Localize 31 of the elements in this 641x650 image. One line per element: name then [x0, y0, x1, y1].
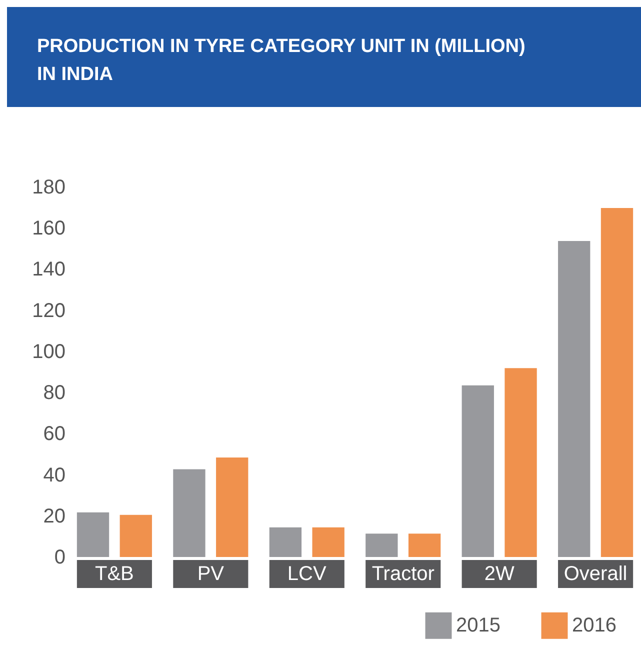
bar — [269, 527, 302, 557]
bar — [504, 368, 537, 557]
bar — [76, 512, 110, 557]
bar — [408, 534, 441, 557]
x-tick-label: T&B — [94, 563, 134, 585]
x-tick-label: 2W — [484, 563, 514, 585]
bar — [462, 385, 494, 557]
x-tick-label: Overall — [564, 563, 628, 585]
y-tick-label: 0 — [54, 546, 66, 568]
x-tick-label: PV — [197, 563, 225, 585]
legend-label: 2015 — [456, 614, 500, 637]
y-tick-label: 100 — [32, 340, 66, 363]
bar — [600, 208, 634, 557]
y-tick-label: 40 — [43, 464, 66, 486]
chart-title: PRODUCTION IN TYRE CATEGORY UNIT IN (MILLION) IN INDIA — [37, 36, 526, 85]
y-tick-label: 140 — [32, 258, 66, 281]
y-tick-label: 180 — [32, 176, 66, 198]
bar — [366, 534, 398, 557]
bar — [120, 514, 152, 557]
x-tick-label: Tractor — [372, 563, 435, 585]
bar — [173, 469, 206, 557]
bar — [558, 241, 590, 557]
x-tick-label: LCV — [287, 563, 328, 585]
y-tick-label: 160 — [32, 218, 66, 240]
y-tick-label: 60 — [43, 423, 66, 446]
y-tick-label: 20 — [43, 505, 66, 528]
y-tick-label: 80 — [43, 382, 66, 404]
bar — [216, 458, 248, 557]
y-tick-label: 120 — [32, 300, 66, 322]
legend-label: 2016 — [572, 614, 616, 637]
bar — [312, 527, 344, 557]
